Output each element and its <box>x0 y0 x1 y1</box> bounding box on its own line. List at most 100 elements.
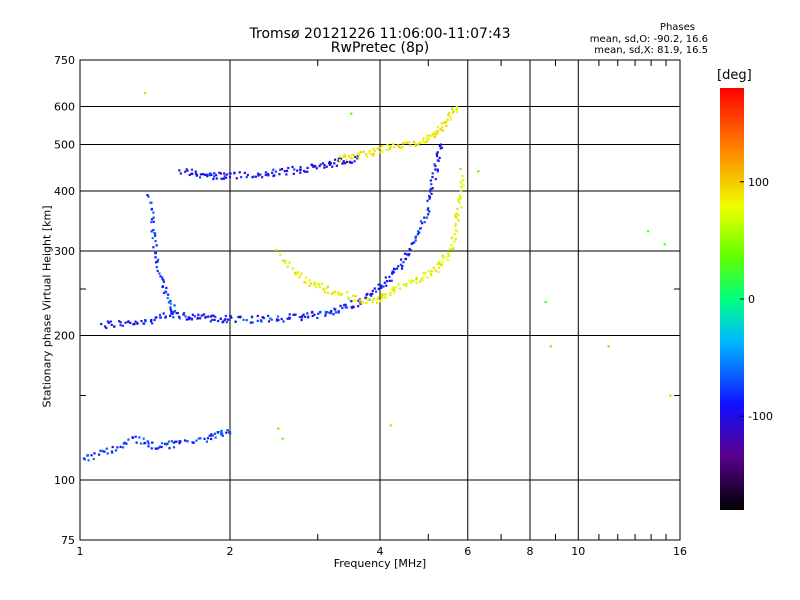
echo-point <box>237 315 240 319</box>
echo-point <box>270 318 273 321</box>
echo-point <box>414 144 417 147</box>
echo-point <box>462 179 465 182</box>
echo-point <box>413 241 416 244</box>
echo-point <box>459 197 463 200</box>
echo-point <box>373 297 376 300</box>
echo-point <box>311 314 314 318</box>
echo-point <box>93 452 96 455</box>
echo-point <box>213 172 216 175</box>
echo-point <box>175 311 178 315</box>
echo-point <box>301 315 304 318</box>
echo-point <box>348 155 351 158</box>
echo-point <box>209 315 213 318</box>
echo-point <box>172 441 176 444</box>
echo-point <box>419 220 423 223</box>
y-tick-label: 500 <box>54 139 75 152</box>
echo-point <box>223 172 226 175</box>
echo-point <box>304 276 307 279</box>
echo-point <box>214 315 217 318</box>
echo-point <box>356 157 359 160</box>
echo-point <box>414 142 417 145</box>
echo-point <box>416 233 419 236</box>
echo-point <box>408 279 411 282</box>
echo-point <box>219 172 223 175</box>
echo-point <box>245 319 248 322</box>
echo-point <box>213 432 217 435</box>
echo-point <box>173 304 176 307</box>
echo-point <box>408 141 411 144</box>
echo-point <box>256 319 259 322</box>
echo-point <box>426 276 429 279</box>
echo-point <box>274 170 277 173</box>
echo-point <box>398 145 401 149</box>
echo-point <box>178 315 181 318</box>
echo-point <box>411 241 414 245</box>
echo-point <box>422 137 425 140</box>
echo-point <box>357 153 360 156</box>
echo-point <box>350 300 353 303</box>
echo-point <box>460 206 463 209</box>
echo-point <box>224 314 228 318</box>
echo-point <box>249 321 252 324</box>
echo-point <box>157 258 160 261</box>
echo-point <box>152 220 155 223</box>
echo-point <box>276 315 280 318</box>
echo-point <box>335 164 338 167</box>
echo-point <box>212 314 215 317</box>
echo-point <box>435 152 438 155</box>
echo-point <box>175 440 178 443</box>
echo-point <box>446 118 449 121</box>
echo-point <box>307 315 310 318</box>
echo-point <box>428 134 432 137</box>
echo-point <box>195 174 198 177</box>
echo-point <box>451 248 455 251</box>
echo-point <box>338 155 342 158</box>
echo-point <box>357 156 360 159</box>
echo-point <box>341 162 344 165</box>
echo-point <box>372 152 375 155</box>
echo-point <box>182 312 186 315</box>
echo-point <box>323 166 326 169</box>
echo-point <box>394 286 397 289</box>
echo-point <box>105 447 108 450</box>
echo-point <box>388 279 391 282</box>
echo-point <box>275 319 278 322</box>
echo-point <box>294 271 297 274</box>
echo-point <box>111 445 114 449</box>
echo-point <box>205 173 208 177</box>
y-tick-label: 750 <box>54 54 75 67</box>
echo-point <box>423 221 426 224</box>
echo-point <box>421 222 424 225</box>
echo-point <box>138 436 141 439</box>
echo-point <box>402 283 405 286</box>
echo-point <box>264 171 268 174</box>
echo-point <box>325 311 329 314</box>
echo-point <box>203 437 206 440</box>
echo-point <box>86 454 89 457</box>
echo-point <box>357 305 360 308</box>
echo-point <box>437 262 441 265</box>
chart-subtitle: RwPretec (8p) <box>330 40 430 56</box>
y-tick-label: 75 <box>61 534 75 547</box>
axis-ticks: 1 2 4 6 8 10 16 75 100 200 300 400 500 600 750 <box>54 54 687 558</box>
echo-point <box>245 176 248 179</box>
echo-point <box>183 170 187 173</box>
echo-point <box>229 172 232 175</box>
echo-point <box>294 273 297 276</box>
echo-point <box>229 315 232 318</box>
echo-point <box>280 167 284 171</box>
echo-point <box>283 259 287 263</box>
echo-point <box>434 130 437 133</box>
echo-point <box>446 252 449 255</box>
colorbar-unit-label: [deg] <box>717 68 752 83</box>
echo-point <box>157 446 160 450</box>
echo-point <box>411 279 415 283</box>
echo-point <box>390 279 393 282</box>
echo-point <box>344 303 347 306</box>
echo-point <box>320 282 324 285</box>
echo-point <box>450 247 453 250</box>
echo-point <box>221 434 224 437</box>
echo-point <box>184 315 187 318</box>
colorbar-tick-label: 0 <box>748 293 755 306</box>
echo-point <box>118 320 121 323</box>
